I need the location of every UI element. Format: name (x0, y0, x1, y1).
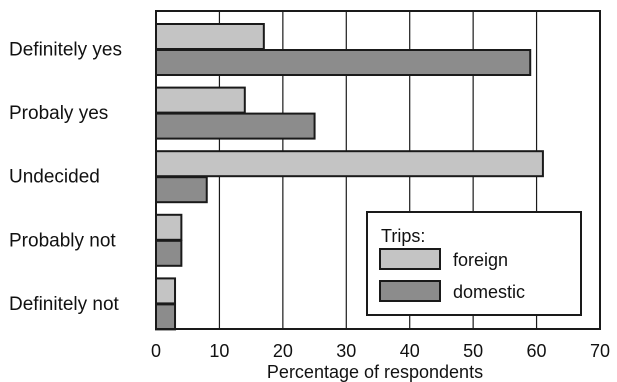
x-tick-label: 20 (273, 341, 293, 361)
legend: Trips: foreign domestic (366, 211, 582, 316)
bar-foreign (155, 23, 265, 50)
x-tick-label: 70 (590, 341, 610, 361)
legend-items: foreign domestic (379, 248, 525, 302)
x-tick-labels: 0 10 20 30 40 50 60 70 (151, 341, 610, 361)
x-tick-label: 10 (209, 341, 229, 361)
bar-domestic (155, 49, 532, 76)
category-label: Probaly yes (9, 103, 108, 124)
legend-title: Trips: (381, 226, 425, 246)
legend-swatch-domestic (379, 280, 441, 302)
x-tick-label: 50 (463, 341, 483, 361)
bar-foreign (155, 213, 183, 241)
legend-swatch-foreign (379, 248, 441, 270)
x-axis-title: Percentage of respondents (267, 362, 483, 382)
x-tick-label: 60 (527, 341, 547, 361)
bars (155, 23, 544, 331)
x-tick-label: 40 (400, 341, 420, 361)
category-label: Definitely yes (9, 40, 122, 61)
category-label: Undecided (9, 167, 100, 188)
bar-domestic (155, 176, 208, 204)
bar-domestic (155, 303, 177, 331)
category-labels: Definitely yes Probaly yes Undecided Probab… (9, 40, 122, 315)
x-tick-label: 0 (151, 341, 161, 361)
bar-domestic (155, 112, 316, 140)
category-label: Definitely not (9, 294, 120, 315)
bar-domestic (155, 239, 183, 267)
x-tick-label: 30 (336, 341, 356, 361)
plot-area-frame (155, 10, 601, 330)
bar-foreign (155, 86, 246, 114)
legend-label-domestic: domestic (453, 282, 525, 302)
category-label: Probably not (9, 230, 116, 251)
legend-label-foreign: foreign (453, 250, 508, 270)
bar-foreign (155, 150, 544, 178)
bar-foreign (155, 277, 177, 305)
